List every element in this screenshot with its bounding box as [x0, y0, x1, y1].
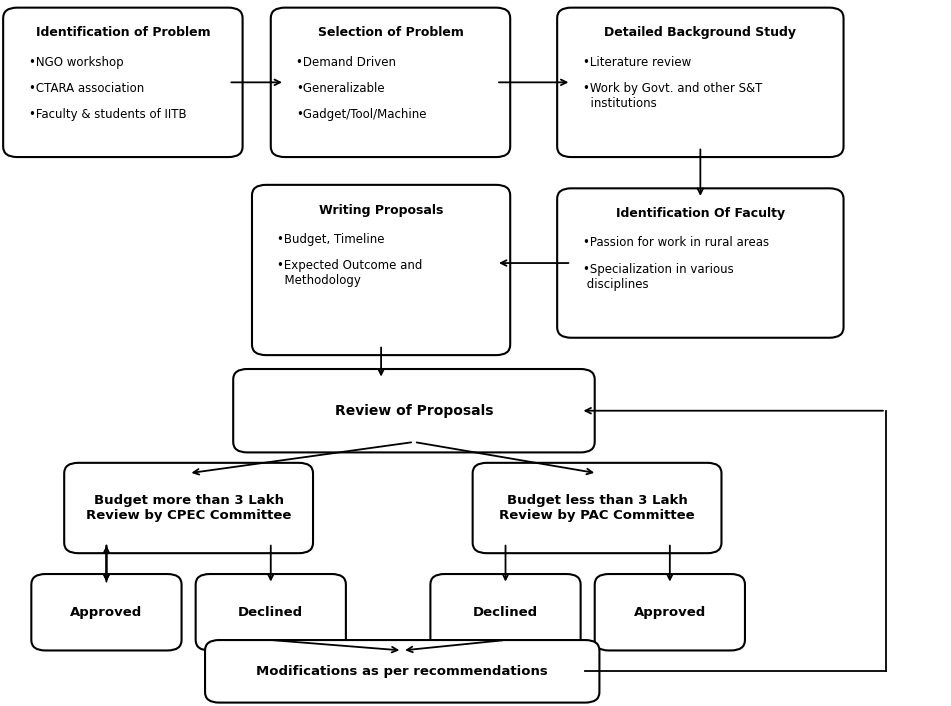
Text: Selection of Problem: Selection of Problem: [318, 26, 463, 40]
Text: •NGO workshop: •NGO workshop: [29, 56, 123, 68]
Text: •CTARA association: •CTARA association: [29, 82, 144, 95]
FancyBboxPatch shape: [205, 640, 599, 702]
FancyBboxPatch shape: [252, 185, 510, 355]
Text: •Gadget/Tool/Machine: •Gadget/Tool/Machine: [296, 109, 427, 121]
Text: •Generalizable: •Generalizable: [296, 82, 385, 95]
Text: •Budget, Timeline: •Budget, Timeline: [278, 233, 385, 246]
Text: Approved: Approved: [633, 606, 706, 618]
Text: Approved: Approved: [70, 606, 143, 618]
Text: Review of Proposals: Review of Proposals: [335, 404, 494, 418]
Text: Identification of Problem: Identification of Problem: [35, 26, 210, 40]
FancyBboxPatch shape: [196, 574, 346, 650]
Text: •Passion for work in rural areas: •Passion for work in rural areas: [583, 237, 768, 249]
FancyBboxPatch shape: [31, 574, 182, 650]
FancyBboxPatch shape: [3, 8, 243, 157]
Text: •Work by Govt. and other S&T
  institutions: •Work by Govt. and other S&T institution…: [583, 82, 762, 110]
FancyBboxPatch shape: [557, 8, 844, 157]
FancyBboxPatch shape: [557, 189, 844, 337]
Text: •Demand Driven: •Demand Driven: [296, 56, 397, 68]
Text: Detailed Background Study: Detailed Background Study: [604, 26, 796, 40]
FancyBboxPatch shape: [594, 574, 745, 650]
Text: •Faculty & students of IITB: •Faculty & students of IITB: [29, 109, 186, 121]
Text: Budget more than 3 Lakh
Review by CPEC Committee: Budget more than 3 Lakh Review by CPEC C…: [86, 494, 291, 522]
FancyBboxPatch shape: [233, 369, 594, 453]
Text: Modifications as per recommendations: Modifications as per recommendations: [257, 665, 548, 678]
Text: •Specialization in various
 disciplines: •Specialization in various disciplines: [583, 263, 733, 291]
Text: •Expected Outcome and
  Methodology: •Expected Outcome and Methodology: [278, 259, 422, 287]
Text: Declined: Declined: [473, 606, 538, 618]
Text: Budget less than 3 Lakh
Review by PAC Committee: Budget less than 3 Lakh Review by PAC Co…: [499, 494, 695, 522]
FancyBboxPatch shape: [473, 463, 722, 554]
FancyBboxPatch shape: [271, 8, 510, 157]
Text: Declined: Declined: [238, 606, 303, 618]
FancyBboxPatch shape: [64, 463, 313, 554]
Text: •Literature review: •Literature review: [583, 56, 690, 68]
Text: Writing Proposals: Writing Proposals: [319, 203, 443, 217]
Text: Identification Of Faculty: Identification Of Faculty: [616, 207, 785, 220]
FancyBboxPatch shape: [431, 574, 581, 650]
